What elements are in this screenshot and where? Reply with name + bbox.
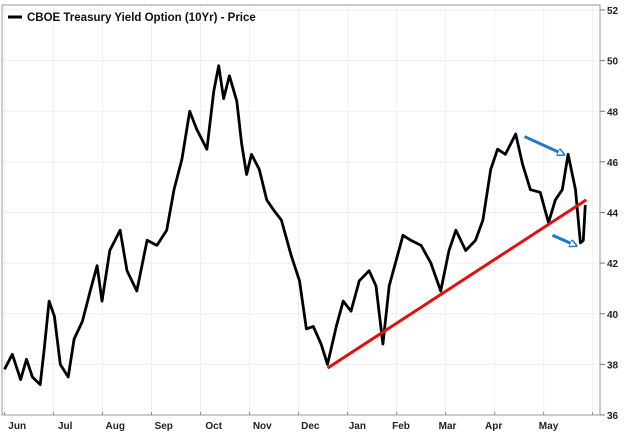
x-tick-label: Jun <box>8 421 26 432</box>
x-tick-label: Sep <box>155 421 173 432</box>
y-tick-label: 36 <box>607 411 619 422</box>
plot-frame <box>1 4 601 416</box>
y-tick-label: 38 <box>607 360 619 371</box>
x-tick-label: Jan <box>349 421 366 432</box>
x-tick-label: Jul <box>58 421 73 432</box>
price-series-line <box>3 64 587 386</box>
legend: CBOE Treasury Yield Option (10Yr) - Pric… <box>8 12 256 24</box>
annotations <box>326 135 588 370</box>
annotation-arrow <box>523 135 564 155</box>
y-tick-label: 42 <box>607 259 619 270</box>
y-tick-label: 48 <box>607 107 619 118</box>
annotation-arrow <box>551 233 575 245</box>
x-tick-label: Feb <box>392 421 410 432</box>
x-tick-label: Mar <box>439 421 457 432</box>
y-tick-label: 50 <box>607 57 619 68</box>
x-tick-label: Apr <box>485 421 502 432</box>
support-trendline <box>326 198 588 370</box>
x-tick-label: Dec <box>301 421 320 432</box>
x-tick-label: Oct <box>205 421 222 432</box>
y-tick-label: 52 <box>607 6 619 17</box>
x-tick-label: Aug <box>106 421 125 432</box>
y-axis: 36 38 40 42 44 46 48 50 52 <box>600 6 619 422</box>
grid-lines <box>2 5 600 416</box>
legend-label: CBOE Treasury Yield Option (10Yr) - Pric… <box>27 12 256 24</box>
y-tick-label: 44 <box>607 209 619 220</box>
x-tick-label: Nov <box>253 421 272 432</box>
x-tick-label: May <box>539 421 559 432</box>
y-tick-label: 40 <box>607 310 619 321</box>
x-axis: Jun Jul Aug Sep Oct Nov Dec Jan Feb Mar Apr May <box>3 412 594 432</box>
y-tick-label: 46 <box>607 158 619 169</box>
